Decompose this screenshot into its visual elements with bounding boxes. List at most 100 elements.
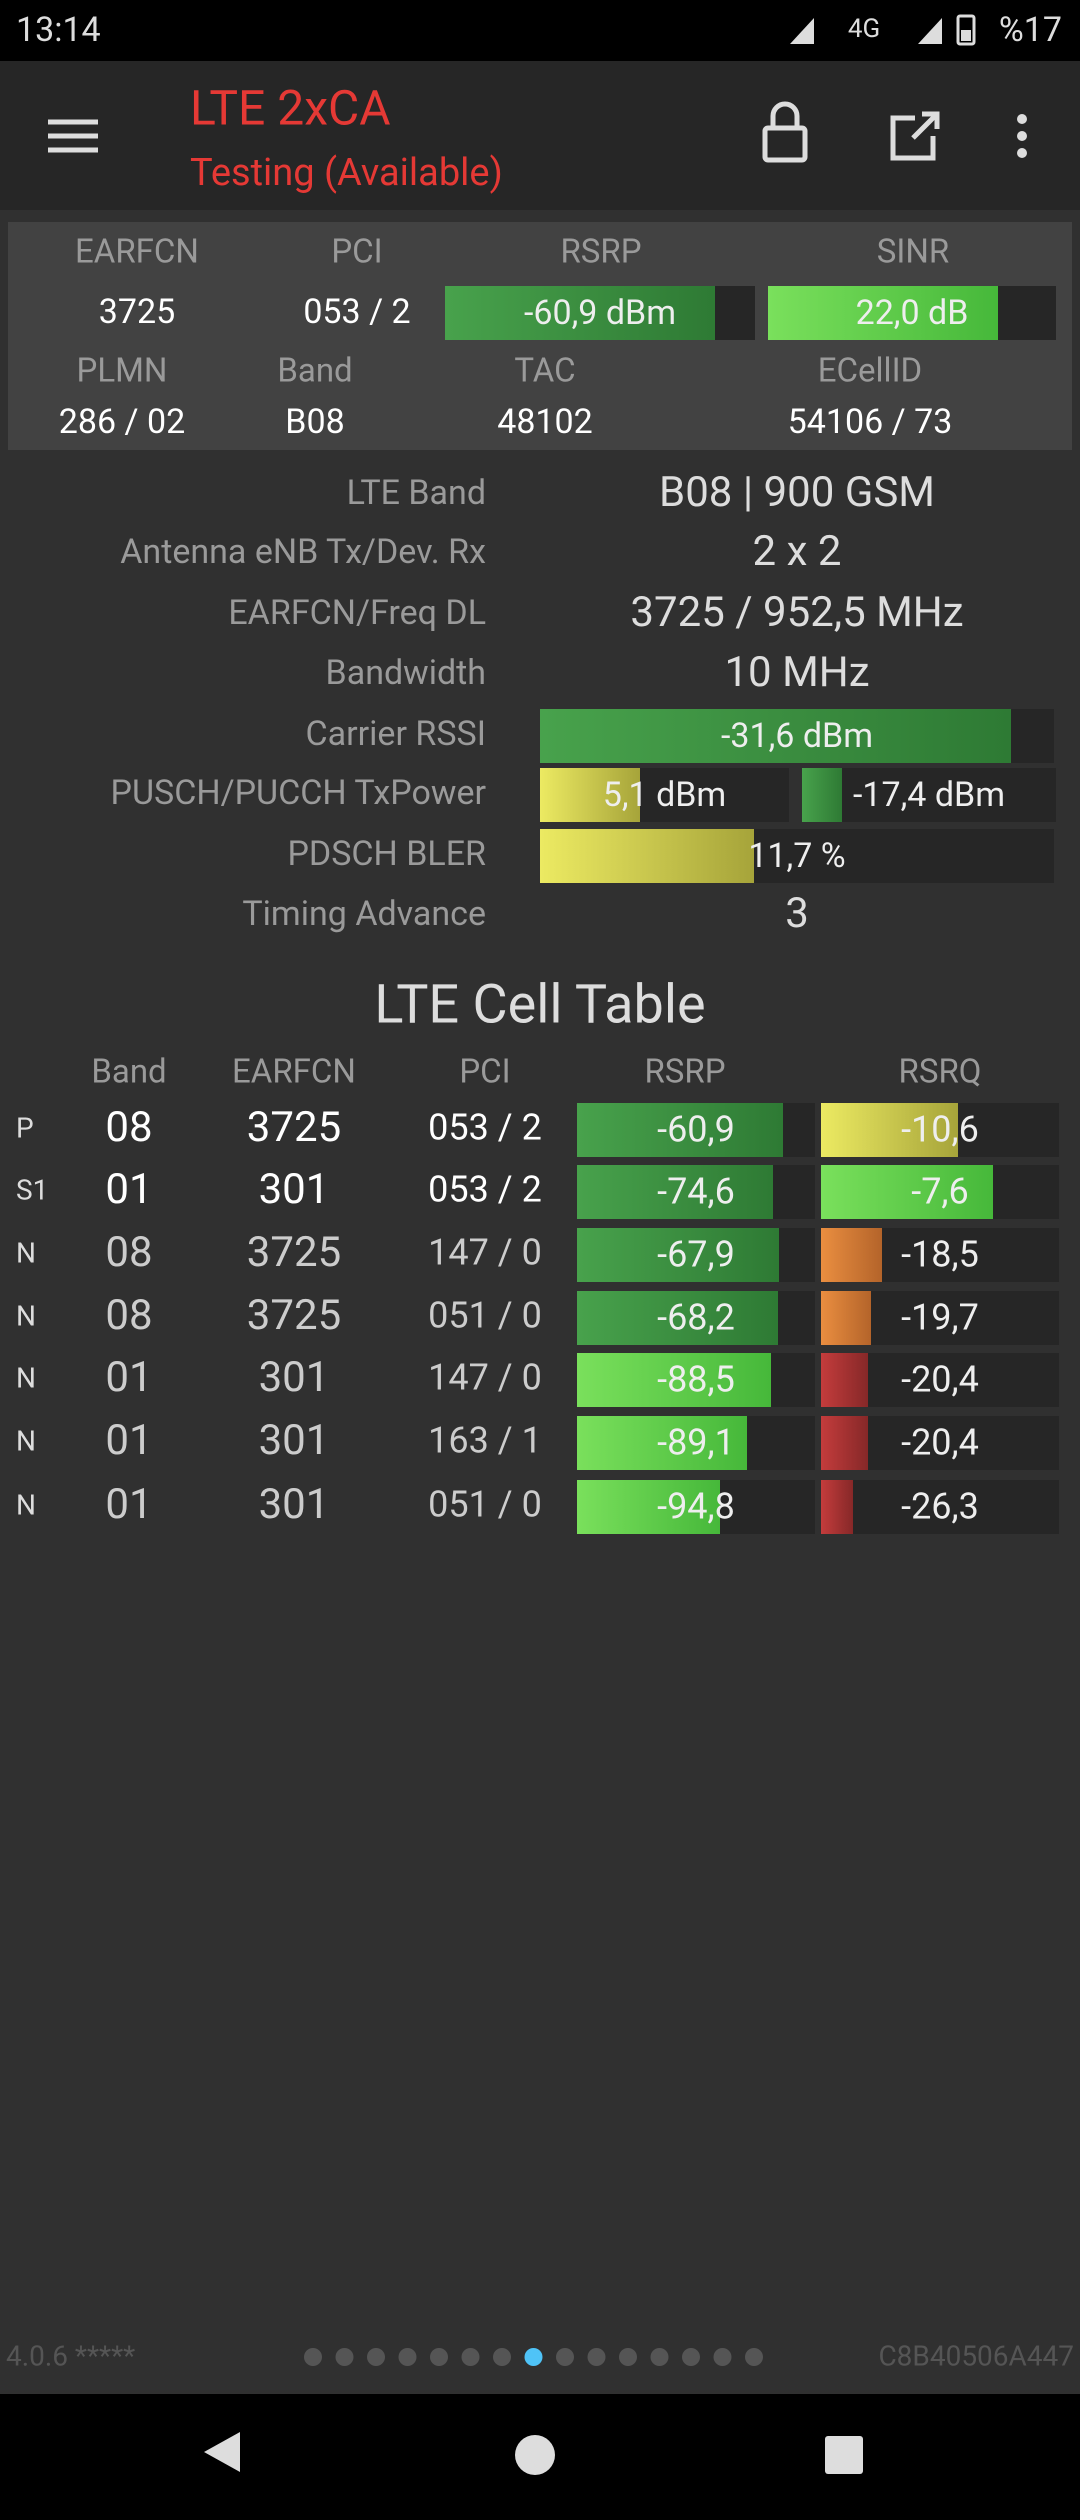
page-dot[interactable] — [335, 2348, 354, 2366]
cell-rsrp-fill — [577, 1416, 747, 1470]
detail-value: 2 x 2 — [753, 527, 842, 576]
summary-header: RSRP — [560, 233, 641, 272]
overflow-icon[interactable] — [1017, 114, 1027, 158]
summary-header: TAC — [514, 352, 575, 391]
table-header: PCI — [459, 1053, 510, 1092]
page-dot[interactable] — [430, 2348, 448, 2366]
table-header: EARFCN — [232, 1053, 356, 1092]
cell-rsrq-fill — [821, 1480, 853, 1534]
cell-band: 01 — [105, 1480, 152, 1529]
cell-rsrp-value: -89,1 — [657, 1422, 735, 1464]
row-type: N — [16, 1488, 36, 1521]
page-dot[interactable] — [398, 2348, 417, 2366]
page-dot[interactable] — [587, 2348, 606, 2366]
status-network: 4G — [848, 14, 880, 44]
cell-pci: 051 / 0 — [428, 1295, 542, 1337]
cell-earfcn: 301 — [259, 1480, 330, 1529]
detail-bar-value: 11,7 % — [748, 836, 845, 876]
summary-value: 3725 — [99, 292, 175, 332]
cell-rsrq-value: -18,5 — [901, 1234, 979, 1276]
cell-rsrq-value: -7,6 — [911, 1171, 969, 1213]
detail-label: Timing Advance — [242, 894, 486, 934]
cell-rsrp-value: -74,6 — [657, 1171, 735, 1213]
cell-rsrp-fill — [577, 1228, 779, 1282]
cell-rsrq-value: -26,3 — [901, 1486, 979, 1528]
summary-header: SINR — [877, 233, 949, 272]
table-header: RSRP — [644, 1053, 725, 1092]
share-icon[interactable] — [890, 111, 940, 161]
lock-icon[interactable] — [762, 125, 808, 163]
detail-label: EARFCN/Freq DL — [228, 593, 486, 633]
summary-value: 48102 — [497, 402, 593, 442]
cell-band: 08 — [105, 1103, 152, 1152]
table-header: RSRQ — [899, 1053, 982, 1092]
page-dot[interactable] — [556, 2348, 574, 2366]
detail-bar-track — [802, 768, 1056, 822]
cell-rsrq-value: -20,4 — [901, 1359, 979, 1401]
cell-band: 08 — [105, 1291, 152, 1340]
detail-bar-fill — [540, 768, 640, 822]
nav-buttons[interactable] — [200, 1995, 863, 2475]
cell-earfcn: 3725 — [247, 1228, 341, 1277]
page-dot[interactable] — [713, 2348, 732, 2366]
detail-bar-fill — [802, 768, 842, 822]
app-bar — [0, 61, 1080, 210]
summary-header: PLMN — [77, 352, 168, 391]
page-dot[interactable] — [745, 2348, 763, 2366]
summary-value: 286 / 02 — [59, 402, 185, 442]
cell-pci: 147 / 0 — [428, 1232, 542, 1274]
footer-version: 4.0.6 ***** — [6, 2339, 135, 2372]
cell-rsrq-value: -20,4 — [901, 1422, 979, 1464]
summary-value: B08 — [285, 402, 344, 442]
cell-band: 01 — [105, 1353, 152, 1402]
app-subtitle: Testing (Available) — [190, 151, 503, 195]
summary-sinr-fill — [768, 286, 998, 340]
page-dot[interactable] — [619, 2348, 637, 2366]
summary-value: 053 / 2 — [303, 292, 410, 332]
cell-earfcn: 3725 — [247, 1291, 341, 1340]
cell-rsrp-value: -68,2 — [657, 1297, 735, 1339]
detail-value: 3 — [785, 889, 809, 938]
table-title: LTE Cell Table — [374, 973, 705, 1036]
cell-pci: 053 / 2 — [428, 1169, 542, 1211]
cell-earfcn: 301 — [259, 1165, 330, 1214]
summary-rsrp-value: -60,9 dBm — [524, 293, 676, 333]
cell-earfcn: 301 — [259, 1353, 330, 1402]
page-dot[interactable] — [461, 2348, 480, 2366]
cell-rsrp-value: -88,5 — [657, 1359, 735, 1401]
summary-header: Band — [277, 352, 352, 391]
detail-bar-fill — [540, 829, 754, 883]
summary-sinr-value: 22,0 dB — [856, 293, 969, 333]
page-dot[interactable] — [304, 2348, 322, 2366]
cell-rsrq-fill — [821, 1416, 868, 1470]
detail-value: 3725 / 952,5 MHz — [630, 588, 963, 637]
row-type: N — [16, 1361, 36, 1394]
summary-rsrp-fill — [445, 286, 715, 340]
row-type: N — [16, 1299, 36, 1332]
cell-rsrp-value: -60,9 — [657, 1109, 735, 1151]
cell-band: 01 — [105, 1416, 152, 1465]
cell-rsrp-value: -94,8 — [657, 1486, 735, 1528]
page-dot[interactable] — [493, 2348, 511, 2366]
page-dot[interactable] — [524, 2348, 543, 2366]
cell-rsrq-fill — [821, 1228, 882, 1282]
page-dot[interactable] — [682, 2348, 700, 2366]
page-dot[interactable] — [367, 2348, 385, 2366]
cell-pci: 051 / 0 — [428, 1484, 542, 1526]
detail-value: B08 | 900 GSM — [659, 468, 935, 517]
cell-rsrp-value: -67,9 — [657, 1234, 735, 1276]
cell-rsrq-fill — [821, 1165, 993, 1219]
page-dot[interactable] — [650, 2348, 669, 2366]
cell-pci: 053 / 2 — [428, 1107, 542, 1149]
table-header: Band — [91, 1053, 166, 1092]
summary-header: EARFCN — [75, 233, 199, 272]
summary-header: ECellID — [818, 352, 922, 391]
cell-earfcn: 301 — [259, 1416, 330, 1465]
status-time: 13:14 — [16, 10, 101, 50]
app-title: LTE 2xCA — [190, 80, 391, 137]
status-icons — [790, 14, 976, 46]
cell-earfcn: 3725 — [247, 1103, 341, 1152]
detail-value: 10 MHz — [724, 648, 869, 697]
